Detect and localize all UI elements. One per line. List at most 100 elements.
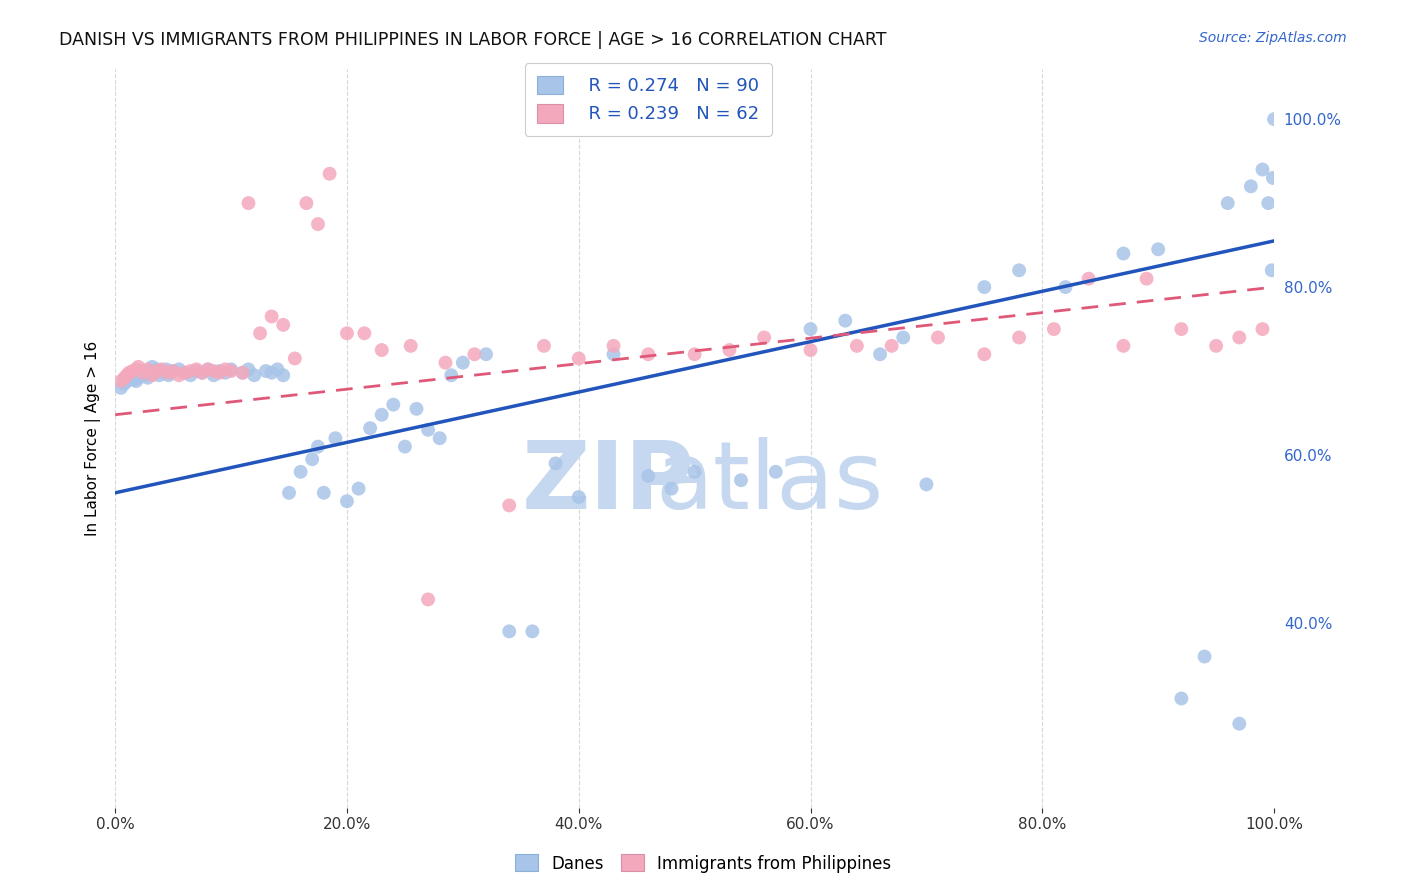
Point	[125, 362, 148, 376]
Point	[208, 366, 231, 380]
Point	[880, 339, 903, 353]
Point	[973, 280, 995, 294]
Point	[915, 477, 938, 491]
Point	[754, 330, 776, 344]
Point	[243, 368, 266, 383]
Point	[602, 339, 624, 353]
Point	[834, 313, 856, 327]
Point	[1008, 330, 1031, 344]
Point	[186, 364, 208, 378]
Point	[1261, 170, 1284, 185]
Point	[371, 343, 394, 357]
Point	[146, 362, 169, 376]
Y-axis label: In Labor Force | Age > 16: In Labor Force | Age > 16	[86, 341, 101, 536]
Point	[114, 371, 136, 385]
Point	[121, 364, 143, 378]
Point	[232, 366, 254, 380]
Point	[498, 499, 520, 513]
Point	[1240, 179, 1263, 194]
Point	[118, 372, 141, 386]
Point	[661, 482, 683, 496]
Point	[202, 364, 225, 378]
Point	[1008, 263, 1031, 277]
Point	[208, 364, 231, 378]
Point	[118, 366, 141, 380]
Point	[1170, 691, 1192, 706]
Point	[1227, 716, 1250, 731]
Point	[927, 330, 949, 344]
Point	[718, 343, 741, 357]
Point	[122, 372, 145, 386]
Point	[120, 371, 142, 385]
Point	[416, 423, 439, 437]
Point	[271, 318, 294, 332]
Point	[405, 401, 427, 416]
Point	[197, 362, 219, 376]
Point	[1170, 322, 1192, 336]
Point	[167, 368, 190, 383]
Point	[115, 368, 138, 383]
Point	[301, 452, 323, 467]
Point	[173, 366, 195, 380]
Point	[148, 368, 170, 383]
Point	[136, 362, 159, 376]
Point	[127, 359, 149, 374]
Point	[683, 465, 706, 479]
Point	[973, 347, 995, 361]
Point	[382, 398, 405, 412]
Point	[1077, 271, 1099, 285]
Point	[637, 347, 659, 361]
Point	[141, 359, 163, 374]
Point	[869, 347, 891, 361]
Point	[522, 624, 544, 639]
Point	[143, 366, 166, 380]
Point	[533, 339, 555, 353]
Point	[799, 343, 821, 357]
Legend: Danes, Immigrants from Philippines: Danes, Immigrants from Philippines	[508, 847, 898, 880]
Point	[307, 217, 329, 231]
Point	[336, 494, 359, 508]
Point	[260, 366, 283, 380]
Point	[1261, 263, 1284, 277]
Point	[155, 362, 177, 376]
Legend:   R = 0.274   N = 90,   R = 0.239   N = 62: R = 0.274 N = 90, R = 0.239 N = 62	[524, 63, 772, 136]
Point	[125, 374, 148, 388]
Point	[1135, 271, 1157, 285]
Point	[162, 364, 184, 378]
Point	[202, 368, 225, 383]
Point	[353, 326, 375, 341]
Point	[238, 196, 260, 211]
Point	[173, 366, 195, 380]
Point	[312, 485, 335, 500]
Point	[132, 366, 155, 380]
Point	[219, 362, 242, 376]
Point	[153, 366, 176, 380]
Point	[394, 440, 416, 454]
Point	[110, 381, 132, 395]
Text: atlas: atlas	[655, 436, 884, 529]
Point	[249, 326, 271, 341]
Point	[730, 473, 752, 487]
Point	[1112, 246, 1135, 260]
Point	[214, 366, 236, 380]
Point	[891, 330, 914, 344]
Point	[399, 339, 422, 353]
Point	[146, 364, 169, 378]
Point	[568, 351, 591, 366]
Point	[451, 356, 474, 370]
Point	[1194, 649, 1216, 664]
Point	[110, 374, 132, 388]
Point	[162, 364, 184, 378]
Point	[429, 431, 451, 445]
Point	[157, 368, 180, 383]
Point	[238, 362, 260, 376]
Point	[683, 347, 706, 361]
Point	[359, 421, 381, 435]
Point	[1227, 330, 1250, 344]
Point	[347, 482, 370, 496]
Point	[544, 457, 567, 471]
Point	[232, 366, 254, 380]
Point	[371, 408, 394, 422]
Point	[602, 347, 624, 361]
Point	[434, 356, 457, 370]
